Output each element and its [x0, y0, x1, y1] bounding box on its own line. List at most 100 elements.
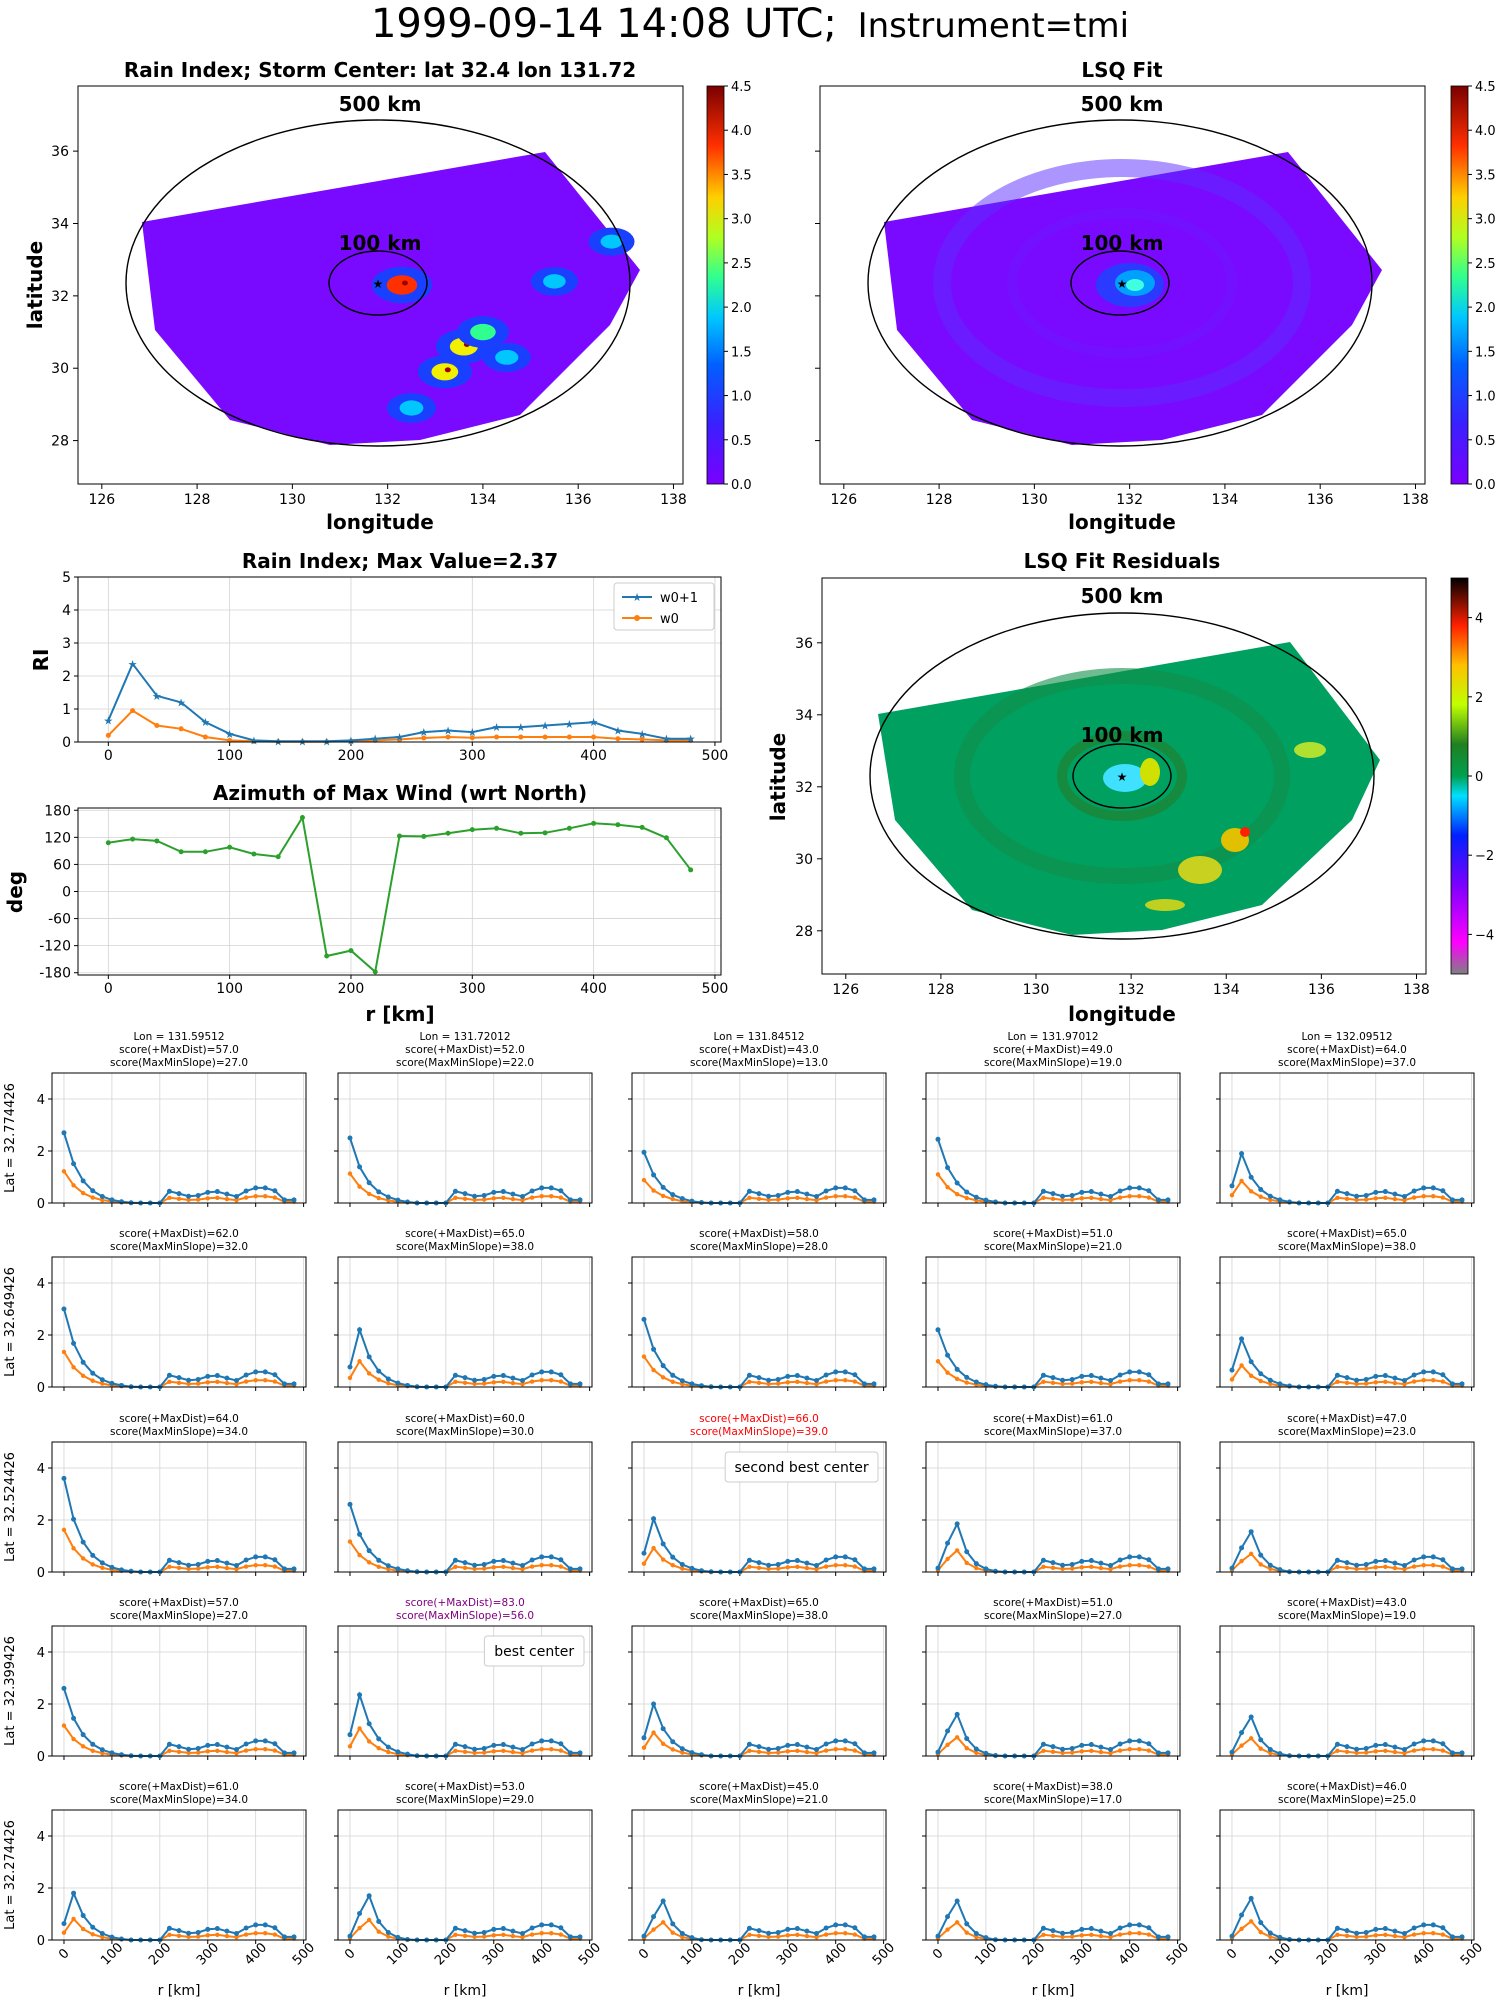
- cell-score-maxminslope: score(MaxMinSlope)=19.0: [984, 1057, 1122, 1069]
- lsq-map-colorbar: [1450, 85, 1469, 485]
- cell-w0-point: [954, 1548, 960, 1553]
- cell-w0p1-point: [823, 1557, 829, 1563]
- cell-w0-point: [71, 1736, 76, 1742]
- cell-w0-point: [558, 1932, 564, 1937]
- w0-series-point: [130, 708, 136, 714]
- cell-w0p1-point: [1146, 1925, 1152, 1931]
- ytick-label: 4: [37, 1646, 45, 1661]
- cell-w0p1-point: [224, 1560, 230, 1566]
- cell-w0-point: [651, 1188, 656, 1193]
- cell-w0-point: [814, 1197, 819, 1203]
- ytick-label: 2: [37, 1882, 45, 1897]
- cell-w0-point: [766, 1566, 771, 1572]
- cell-w0-point: [1392, 1196, 1398, 1202]
- cell-w0p1-point: [61, 1475, 67, 1481]
- cell-w0p1-point: [1382, 1558, 1388, 1564]
- w0p1-series-point: ★: [103, 715, 113, 728]
- cell-w0-point: [1431, 1747, 1436, 1752]
- cell-w0p1-point: [775, 1561, 781, 1567]
- cell-lon-label: Lon = 132.09512: [1302, 1031, 1393, 1043]
- cell-w0-point: [1335, 1748, 1340, 1754]
- cell-w0-point: [1079, 1196, 1084, 1201]
- cell-w0-point: [549, 1194, 554, 1199]
- residual-ring-100km: [1072, 743, 1172, 809]
- colorbar-tick-label: 1.0: [1475, 390, 1496, 405]
- cell-w0p1-point: [262, 1554, 268, 1560]
- cell-w0-point: [347, 1171, 353, 1176]
- cell-w0p1-point: [90, 1741, 96, 1747]
- cell-score-maxdist: score(+MaxDist)=47.0: [1287, 1413, 1407, 1425]
- cell-w0p1-point: [1155, 1934, 1161, 1940]
- cell-w0p1-point: [1239, 1151, 1245, 1157]
- cell-score-maxdist: score(+MaxDist)=51.0: [993, 1228, 1113, 1240]
- w0-series-point: [421, 735, 427, 741]
- cell-frame: [1219, 1809, 1475, 1941]
- cell-w0-point: [1239, 1363, 1244, 1368]
- cell-w0-point: [1137, 1931, 1142, 1936]
- ytick-label: 2: [37, 1698, 45, 1713]
- cell-w0p1-point: [935, 1136, 941, 1142]
- rain-map-title: Rain Index; Storm Center: lat 32.4 lon 1…: [124, 58, 636, 82]
- cell-w0-point: [253, 1747, 258, 1752]
- cell-w0p1-point: [1449, 1750, 1455, 1756]
- cell-w0-point: [1431, 1194, 1436, 1199]
- cell-w0p1-point: [1040, 1741, 1046, 1747]
- cell-w0p1-point: [746, 1188, 752, 1194]
- cell-w0p1-point: [195, 1192, 201, 1198]
- w0p1-series-point: ★: [686, 733, 696, 746]
- cell-score-maxminslope: score(MaxMinSlope)=39.0: [690, 1426, 828, 1438]
- cell-w0p1-point: [1421, 1369, 1427, 1375]
- cell-w0p1-point: [804, 1191, 810, 1197]
- cell-w0-point: [1440, 1564, 1446, 1569]
- cell-score-maxdist: score(+MaxDist)=65.0: [699, 1597, 819, 1609]
- cell-w0p1-point: [1069, 1376, 1075, 1382]
- profile-cell: score(+MaxDist)=60.0score(MaxMinSlope)=3…: [334, 1413, 593, 1576]
- w0p1-series-point: ★: [225, 728, 235, 741]
- cell-w0p1-point: [823, 1188, 829, 1194]
- cell-w0-point: [1137, 1378, 1142, 1383]
- cell-w0p1-point: [395, 1749, 401, 1755]
- ring-500km-label: 500 km: [339, 92, 422, 116]
- cell-w0-point: [954, 1920, 960, 1925]
- rain-map-colorbar: [706, 85, 725, 485]
- cell-w0-point: [833, 1747, 838, 1752]
- cell-frame: [631, 1441, 887, 1573]
- cell-w0-point: [71, 1365, 76, 1370]
- cell-w0-point: [529, 1748, 535, 1753]
- cell-w0p1-point: [641, 1316, 647, 1322]
- cell-w0p1-point: [973, 1561, 979, 1567]
- cell-w0p1-point: [481, 1929, 487, 1935]
- cell-w0p1-point: [1136, 1554, 1142, 1560]
- cell-w0-point: [549, 1931, 554, 1936]
- svg-text:1999-09-14 14:08 UTC; Inst: 1999-09-14 14:08 UTC; Instrument=tmi: [371, 1, 1129, 47]
- ytick-label: 0: [37, 1197, 45, 1212]
- cell-w0p1-point: [689, 1381, 695, 1387]
- cell-w0-point: [186, 1197, 191, 1203]
- cell-w0p1-point: [1127, 1185, 1133, 1191]
- residual-map-ylabel: latitude: [766, 733, 790, 821]
- cell-w0-point: [1108, 1934, 1113, 1940]
- cell-w0p1-point: [529, 1188, 535, 1194]
- cell-w0-point: [558, 1748, 564, 1753]
- cell-w0-point: [272, 1932, 278, 1937]
- profile-cell: Lon = 131.59512score(+MaxDist)=57.0score…: [3, 1031, 307, 1212]
- cell-w0-point: [80, 1926, 86, 1932]
- cell-w0-point: [1383, 1564, 1388, 1570]
- cell-w0-point: [80, 1556, 86, 1561]
- cell-w0p1-point: [1286, 1383, 1292, 1389]
- cell-w0-point: [61, 1527, 67, 1533]
- cell-score-maxminslope: score(MaxMinSlope)=21.0: [690, 1794, 828, 1806]
- cell-w0p1-point: [567, 1750, 573, 1756]
- cell-w0p1-point: [1069, 1192, 1075, 1198]
- cell-w0-point: [501, 1564, 506, 1570]
- cell-w0-point: [1050, 1380, 1056, 1386]
- legend-w0p1: w0+1: [660, 591, 698, 606]
- lsq-ring-500km: [867, 119, 1373, 447]
- cell-w0p1-point: [1392, 1928, 1398, 1934]
- cell-score-maxdist: score(+MaxDist)=38.0: [993, 1781, 1113, 1793]
- cell-w0-point: [843, 1747, 848, 1752]
- rain-map-axes: 126 128 130 132 134 136 138 28 30 32 34 36: [51, 144, 687, 508]
- cell-score-maxdist: score(+MaxDist)=45.0: [699, 1781, 819, 1793]
- map-xtick-label: 136: [1308, 982, 1335, 998]
- cell-w0p1-point: [510, 1191, 516, 1197]
